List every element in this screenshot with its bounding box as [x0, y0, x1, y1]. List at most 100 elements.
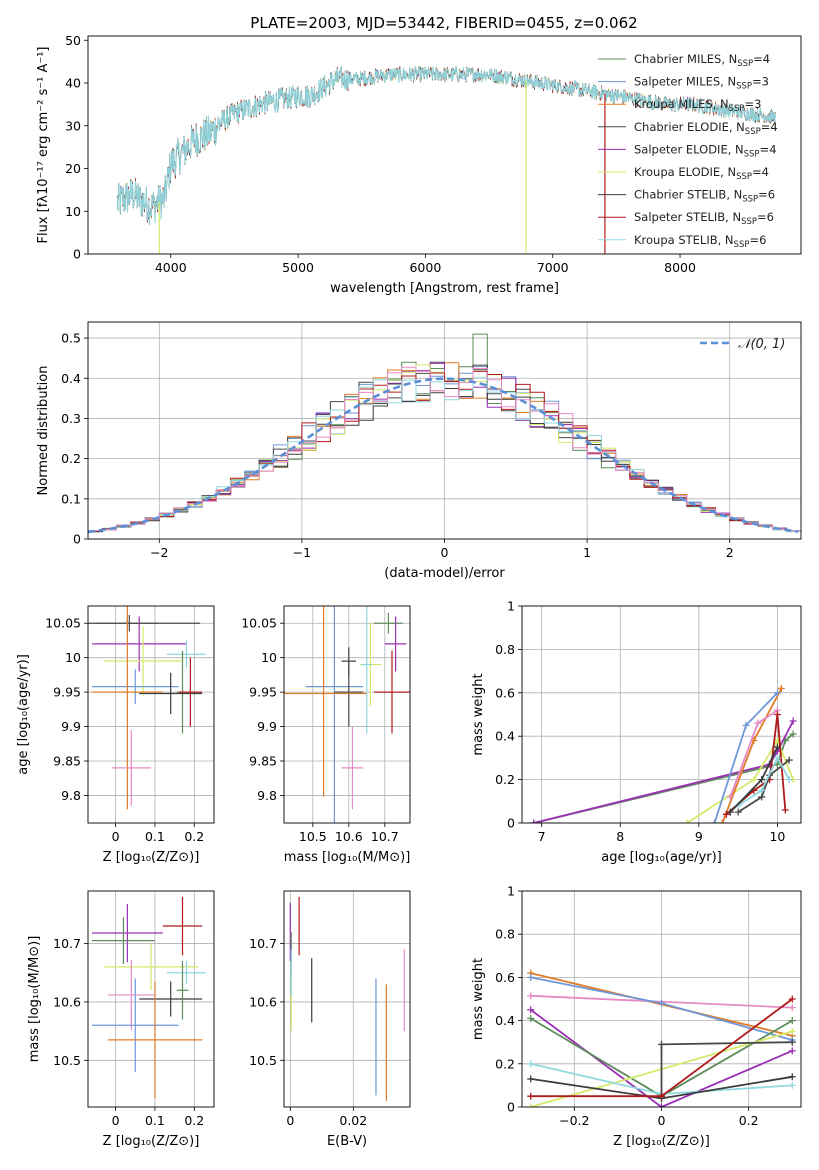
axes-residuals: −2 −1 0 1 2 0 0.1 0.2 0.3 0.4 0.5 (data-model)/erro…: [36, 321, 802, 581]
ytick-label-4: 40: [65, 76, 81, 91]
ytick-label-2: 0.4: [495, 729, 515, 744]
legend-model: Kroupa ELODIE, N: [634, 165, 736, 179]
weight-marker-4-0: [711, 819, 719, 823]
xtick-label-1: −1: [293, 545, 311, 560]
weight-marker-9-0: [527, 1092, 535, 1100]
ytick-label-2: 9.9: [257, 719, 277, 734]
legend-sub: SSP: [744, 149, 760, 159]
axes-weight-vs-age: 7 8 9 10 0 0.2 0.4 0.6 0.8 1 age [log₁₀(age/yr)] ma…: [471, 599, 802, 865]
legend-val: =6: [749, 233, 766, 247]
ytick-label-1: 10.6: [53, 994, 81, 1009]
legend-label-8: Kroupa STELIB, NSSP=6: [634, 233, 766, 250]
legend-val: =4: [761, 120, 778, 134]
weight-marker-6-4: [781, 806, 789, 814]
legend-model: Kroupa MILES, N: [634, 97, 729, 111]
plot-area-spectrum: [116, 65, 776, 254]
weight-line-7: [737, 759, 790, 813]
weight-marker-7-0: [527, 1075, 535, 1083]
frame-mass-vs-Z: [87, 890, 215, 1108]
xtick-label-2: 9: [695, 829, 703, 844]
legend-sub: SSP: [736, 172, 752, 182]
weight-marker-2-0: [527, 973, 535, 981]
xtick-label-2: 0.2: [184, 1113, 204, 1128]
legend-sub: SSP: [741, 217, 757, 227]
legend-model: Chabrier ELODIE, N: [634, 120, 745, 134]
weight-marker-1-3: [789, 717, 797, 725]
weight-marker-8-1: [758, 786, 766, 794]
legend-model: Salpeter MILES, N: [634, 75, 736, 89]
weight-marker-2-1: [750, 776, 758, 784]
plot-area-residuals: [88, 333, 801, 534]
legend-sub: SSP: [729, 104, 745, 114]
ytick-label-0: 10.5: [249, 1053, 277, 1068]
ytick-label-2: 10.7: [53, 936, 81, 951]
weight-marker-9-2: [788, 995, 796, 1003]
ytick-label-3: 9.95: [249, 685, 277, 700]
legend-val: =6: [758, 188, 775, 202]
plot-area-weight-vs-Z: [527, 969, 796, 1107]
ytick-label-3: 0.6: [495, 970, 515, 985]
weight-line-2: [686, 738, 794, 823]
ytick-label-5: 10.05: [45, 616, 81, 631]
ytick-label-0: 0: [73, 247, 81, 262]
weight-marker-6-3: [773, 711, 781, 718]
legend-sub: SSP: [742, 195, 758, 205]
legend-gaussian-label: 𝒩(0, 1): [738, 337, 785, 352]
xtick-label-0: 0: [112, 1113, 120, 1128]
xtick-label-2: 10.7: [371, 829, 399, 844]
y-axis-label: mass [log₁₀(M/M⊙)]: [27, 936, 42, 1063]
plot-area-mass-vs-EBV: [289, 896, 405, 1102]
xtick-label-1: 10.6: [335, 829, 363, 844]
ytick-label-1: 10: [65, 204, 81, 219]
weight-marker-7-0: [734, 808, 742, 816]
ytick-label-4: 0.4: [61, 371, 81, 386]
x-axis-label: age [log₁₀(age/yr)]: [601, 850, 722, 865]
weight-marker-0-3: [789, 730, 797, 738]
weight-marker-1-0: [530, 819, 538, 823]
weight-marker-6-0: [722, 810, 730, 818]
gaussian-reference: [88, 377, 799, 534]
weight-marker-8-2: [788, 1038, 796, 1046]
x-axis-label: E(B-V): [327, 1134, 367, 1149]
x-axis-label: wavelength [Angstrom, rest frame]: [330, 281, 559, 296]
weight-line-8: [737, 755, 790, 807]
y-axis-label: mass weight: [471, 958, 486, 1040]
weight-marker-5-1: [754, 719, 762, 727]
ytick-label-0: 10.5: [53, 1053, 81, 1068]
legend-label-1: Salpeter MILES, NSSP=3: [634, 75, 769, 92]
legend-val: =4: [760, 142, 777, 156]
weight-marker-5-0: [726, 793, 734, 801]
xtick-label-2: 0: [441, 545, 449, 560]
y-axis-label: Normed distribution: [36, 366, 51, 496]
legend-val: =4: [753, 52, 770, 66]
weight-marker-4-2: [788, 1017, 796, 1025]
weight-marker-7-1: [758, 793, 766, 801]
legend-model: Salpeter ELODIE, N: [634, 142, 744, 156]
xtick-label-1: 8: [616, 829, 624, 844]
xtick-label-3: 10: [769, 829, 785, 844]
axes-mass-vs-Z: 0 0.1 0.2 10.5 10.6 10.7 Z [log₁₀(Z/Z⊙)] mass […: [27, 890, 215, 1149]
plot-area-age-vs-mass: [284, 606, 410, 823]
xtick-label-4: 8000: [664, 260, 696, 275]
frame-weight-vs-age: [521, 605, 802, 824]
y-axis-label: Flux [fλ10⁻¹⁷ erg cm⁻² s⁻¹ A⁻¹]: [36, 47, 51, 244]
legend-model: Salpeter STELIB, N: [634, 210, 741, 224]
xtick-label-0: −2: [150, 545, 168, 560]
weight-marker-7-2: [788, 1073, 796, 1081]
weight-marker-9-1: [658, 1092, 665, 1100]
weight-marker-3-0: [527, 1006, 535, 1014]
xtick-label-0: 7: [538, 829, 546, 844]
weight-marker-1-0: [527, 992, 535, 1000]
ytick-label-2: 9.9: [61, 719, 81, 734]
x-axis-label: Z [log₁₀(Z/Z⊙)]: [103, 1134, 200, 1149]
legend-label-0: Chabrier MILES, NSSP=4: [634, 52, 770, 69]
weight-marker-1-1: [788, 1004, 796, 1012]
weight-marker-5-0: [527, 1103, 535, 1107]
ytick-label-3: 30: [65, 118, 81, 133]
legend-val: =3: [744, 97, 761, 111]
ytick-label-1: 9.85: [53, 754, 81, 769]
ytick-label-3: 9.95: [53, 685, 81, 700]
legend-sub: SSP: [745, 127, 761, 137]
